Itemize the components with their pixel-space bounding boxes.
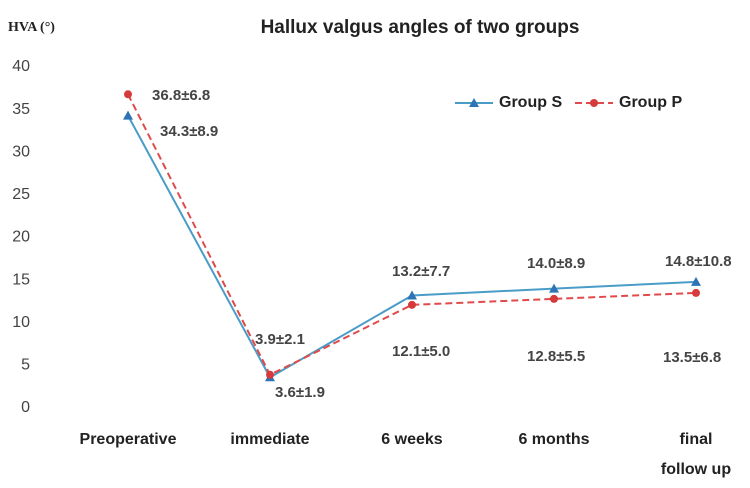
series-line	[127, 115, 697, 379]
y-tick-label: 30	[12, 143, 30, 160]
data-point	[408, 300, 416, 309]
value-label: 3.9±2.1	[255, 331, 305, 348]
legend-marker	[590, 99, 598, 107]
data-point	[550, 294, 558, 303]
value-label: 12.1±5.0	[392, 343, 450, 360]
data-point	[549, 283, 559, 293]
legend-label: Group P	[619, 94, 682, 111]
legend-label: Group S	[499, 94, 562, 111]
y-tick-label: 0	[21, 399, 30, 416]
value-label: 13.2±7.7	[392, 263, 450, 280]
x-tick-label: 6 months	[518, 431, 589, 448]
y-tick-label: 35	[12, 101, 30, 118]
value-label: 36.8±6.8	[152, 87, 210, 104]
y-tick-label: 40	[12, 58, 30, 75]
data-point	[407, 290, 417, 300]
x-tick-label: immediate	[230, 431, 309, 448]
value-label: 3.6±1.9	[275, 384, 325, 401]
x-tick-label: final follow up	[661, 431, 731, 478]
y-axis-label: HVA (°)	[8, 20, 55, 35]
y-tick-label: 10	[12, 314, 30, 331]
value-label: 12.8±5.5	[527, 348, 585, 365]
value-label: 34.3±8.9	[160, 123, 218, 140]
value-label: 14.0±8.9	[527, 255, 585, 272]
data-point	[266, 370, 274, 379]
data-point	[692, 288, 700, 297]
x-tick-label: 6 weeks	[381, 431, 442, 448]
y-tick-label: 25	[12, 186, 30, 203]
data-point	[123, 110, 133, 120]
y-tick-label: 5	[21, 357, 30, 374]
series-line	[127, 93, 697, 377]
y-tick-label: 20	[12, 229, 30, 246]
data-point	[691, 276, 701, 286]
chart-title: Hallux valgus angles of two groups	[261, 17, 580, 38]
data-point	[124, 90, 132, 99]
y-tick-label: 15	[12, 271, 30, 288]
x-tick-label: Preoperative	[80, 431, 177, 448]
legend-marker	[469, 98, 479, 107]
value-label: 13.5±6.8	[663, 349, 721, 366]
value-label: 14.8±10.8	[665, 253, 732, 270]
